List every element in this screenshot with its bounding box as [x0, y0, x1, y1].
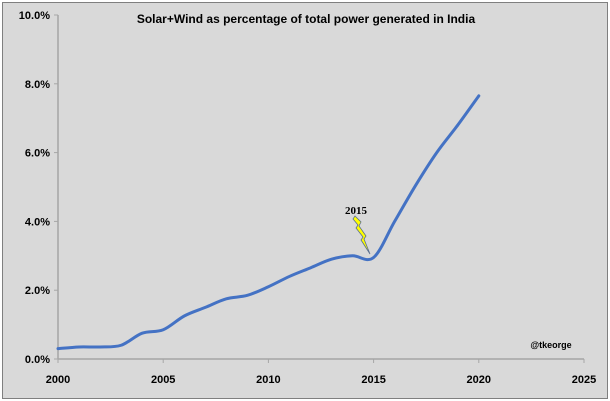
y-tick-label: 8.0% [25, 79, 50, 91]
y-tick-label: 4.0% [25, 216, 50, 228]
watermark: @tkeorge [530, 340, 571, 350]
x-tick-label: 2025 [572, 374, 596, 386]
x-tick-label: 2015 [361, 374, 385, 386]
lightning-bolt-icon [352, 215, 371, 255]
x-tick-label: 2005 [151, 374, 175, 386]
y-tick-label: 10.0% [19, 10, 50, 22]
y-tick-label: 2.0% [25, 285, 50, 297]
y-tick-label: 0.0% [25, 354, 50, 366]
series-line [56, 94, 481, 351]
annotation-2015: 2015 [345, 205, 368, 217]
chart-title: Solar+Wind as percentage of total power … [137, 12, 476, 26]
y-tick-label: 6.0% [25, 148, 50, 160]
x-tick-label: 2010 [256, 374, 280, 386]
x-tick-label: 2000 [46, 374, 70, 386]
x-tick-label: 2020 [467, 374, 491, 386]
